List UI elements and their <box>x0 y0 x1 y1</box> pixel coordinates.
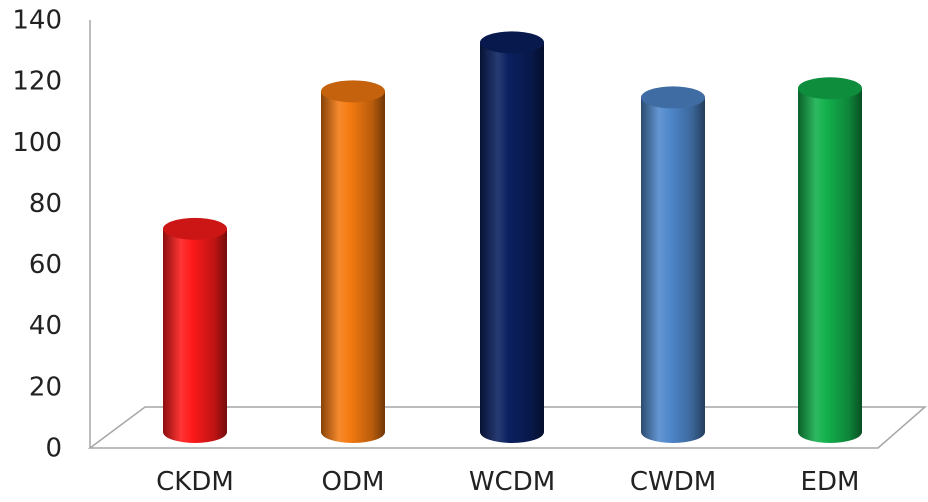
bar-top <box>480 31 544 54</box>
bar-body <box>321 91 385 444</box>
y-tick-label: 20 <box>29 372 62 402</box>
x-category-label: ODM <box>322 467 385 497</box>
x-category-label: EDM <box>801 467 860 497</box>
bar-top <box>163 217 227 240</box>
chart-floor <box>87 406 928 449</box>
y-tick-label: 60 <box>29 250 62 280</box>
bar-top <box>798 77 862 100</box>
x-category-label: CKDM <box>156 467 234 497</box>
y-tick-label: 100 <box>12 128 62 158</box>
bar-top <box>321 80 385 103</box>
x-axis-categories: CKDM ODM WCDM CWDM EDM <box>156 467 859 497</box>
bar-body <box>798 88 862 443</box>
y-tick-label: 0 <box>45 434 62 464</box>
x-category-label: WCDM <box>469 467 555 497</box>
y-tick-label: 120 <box>12 67 62 97</box>
y-axis-ticks: 0 20 40 60 80 100 120 140 <box>12 6 62 464</box>
y-tick-label: 140 <box>12 6 62 36</box>
bar-body <box>641 97 705 443</box>
bar-body <box>480 42 544 444</box>
bar-odm <box>321 80 385 444</box>
y-tick-label: 40 <box>29 311 62 341</box>
bar-body <box>163 228 227 443</box>
bar-wcdm <box>480 31 544 444</box>
y-tick-label: 80 <box>29 189 62 219</box>
bar-ckdm <box>163 217 227 443</box>
bar-top <box>641 86 705 109</box>
x-category-label: CWDM <box>630 467 716 497</box>
bars <box>163 31 862 444</box>
bar-edm <box>798 77 862 443</box>
bar-cwdm <box>641 86 705 443</box>
